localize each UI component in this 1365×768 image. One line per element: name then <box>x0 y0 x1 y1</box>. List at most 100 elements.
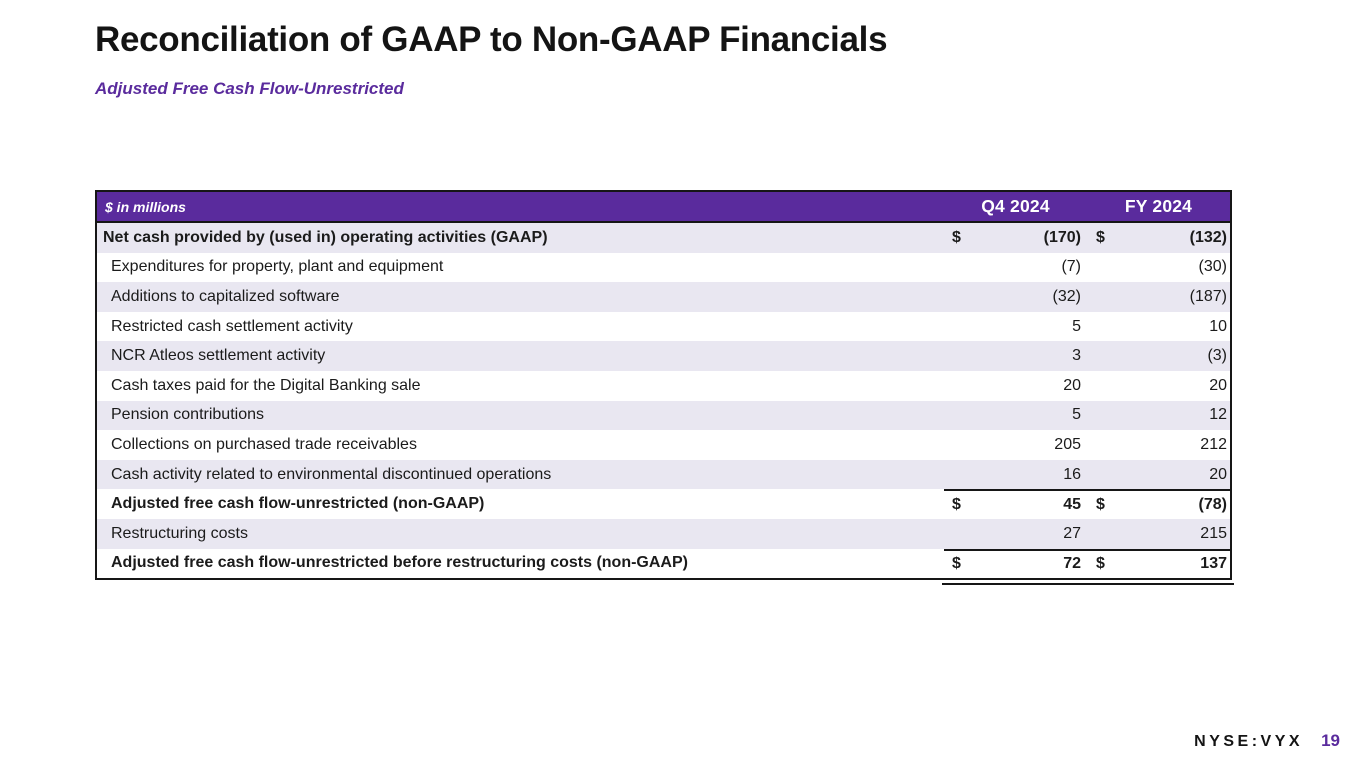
q4-value: (7) <box>1061 258 1081 276</box>
row-label: Adjusted free cash flow-unrestricted bef… <box>111 554 688 572</box>
table-row: NCR Atleos settlement activity 3 (3) <box>97 341 1230 371</box>
q4-cell: 27 <box>944 519 1086 549</box>
table-header-columns: Q4 2024 FY 2024 <box>944 196 1230 217</box>
table-row: Adjusted free cash flow-unrestricted (no… <box>97 489 1230 519</box>
row-values: 20 20 <box>944 371 1230 401</box>
q4-value: (170) <box>1043 228 1081 246</box>
fy-value: (78) <box>1198 496 1227 514</box>
q4-cell: 20 <box>944 371 1086 401</box>
fy-cell: (30) <box>1086 253 1230 283</box>
fy-cell: 212 <box>1086 430 1230 460</box>
column-header-fy-2024: FY 2024 <box>1124 196 1193 216</box>
unit-label: $ in millions <box>105 198 186 215</box>
q4-cell: 3 <box>944 341 1086 371</box>
table-row: Restructuring costs 27 215 <box>97 518 1230 549</box>
fy-cell: 215 <box>1086 519 1230 549</box>
fy-value: 212 <box>1200 435 1227 453</box>
fy-cell: 20 <box>1086 460 1230 490</box>
table-row: Collections on purchased trade receivabl… <box>97 430 1230 460</box>
row-values: 27 215 <box>944 519 1230 549</box>
q4-value: 5 <box>1072 317 1081 335</box>
row-label: Pension contributions <box>111 406 264 424</box>
fy-cell: $ (132) <box>1086 223 1230 253</box>
row-values: 5 10 <box>944 312 1230 342</box>
row-label: NCR Atleos settlement activity <box>111 347 326 365</box>
q4-cell: $ (170) <box>944 223 1086 253</box>
fy-currency-symbol: $ <box>1096 228 1105 246</box>
q4-cell: 205 <box>944 430 1086 460</box>
row-label: Net cash provided by (used in) operating… <box>103 228 548 246</box>
fy-value: 137 <box>1200 555 1227 573</box>
fy-currency-symbol: $ <box>1096 496 1105 514</box>
q4-value: 3 <box>1072 347 1081 365</box>
fy-value: 10 <box>1209 317 1227 335</box>
q4-cell: 5 <box>944 401 1086 431</box>
table-row: Pension contributions 5 12 <box>97 400 1230 431</box>
q4-cell: $ 72 <box>944 551 1086 579</box>
row-values: 16 20 <box>944 460 1230 490</box>
fy-cell: $ 137 <box>1086 551 1230 579</box>
page-title: Reconciliation of GAAP to Non-GAAP Finan… <box>95 20 888 59</box>
fy-cell: 12 <box>1086 401 1230 431</box>
row-label: Collections on purchased trade receivabl… <box>111 435 417 453</box>
row-label: Restricted cash settlement activity <box>111 317 353 335</box>
row-label: Adjusted free cash flow-unrestricted (no… <box>111 495 485 513</box>
gaap-reconciliation-table: $ in millions Q4 2024 FY 2024 Net cash p… <box>95 190 1234 586</box>
q4-value: 45 <box>1063 496 1081 514</box>
row-label: Additions to capitalized software <box>111 287 340 305</box>
q4-value: 205 <box>1054 435 1081 453</box>
slide-footer: NYSE:VYX 19 <box>1194 731 1340 751</box>
fy-value: (30) <box>1198 258 1227 276</box>
fy-value: (3) <box>1207 347 1227 365</box>
q4-currency-symbol: $ <box>952 228 961 246</box>
table-body: Net cash provided by (used in) operating… <box>97 223 1230 579</box>
fy-value: (187) <box>1189 287 1227 305</box>
fy-cell: (187) <box>1086 282 1230 312</box>
q4-cell: (7) <box>944 253 1086 283</box>
table-row: Adjusted free cash flow-unrestricted bef… <box>97 548 1230 579</box>
row-values: 205 212 <box>944 430 1230 460</box>
q4-value: 72 <box>1063 555 1081 573</box>
row-label: Cash activity related to environmental d… <box>111 465 552 483</box>
q4-value: (32) <box>1052 287 1081 305</box>
row-values: $ (170) $ (132) <box>944 223 1230 253</box>
row-values: (32) (187) <box>944 282 1230 312</box>
row-label: Expenditures for property, plant and equ… <box>111 258 444 276</box>
q4-value: 27 <box>1063 524 1081 542</box>
page-number: 19 <box>1321 731 1340 750</box>
fy-value: 20 <box>1209 465 1227 483</box>
page-subtitle: Adjusted Free Cash Flow-Unrestricted <box>95 79 404 98</box>
q4-cell: 5 <box>944 312 1086 342</box>
q4-cell: $ 45 <box>944 491 1086 519</box>
table-row: Additions to capitalized software (32) (… <box>97 282 1230 312</box>
row-values: (7) (30) <box>944 253 1230 283</box>
row-values: 3 (3) <box>944 341 1230 371</box>
table-row: Cash activity related to environmental d… <box>97 459 1230 490</box>
table-row: Net cash provided by (used in) operating… <box>97 223 1230 253</box>
row-values: $ 45 $ (78) <box>944 489 1230 519</box>
q4-value: 16 <box>1063 465 1081 483</box>
q4-currency-symbol: $ <box>952 555 961 573</box>
table-header-row: $ in millions Q4 2024 FY 2024 <box>97 192 1230 223</box>
row-values: $ 72 $ 137 <box>944 548 1230 579</box>
fy-value: 12 <box>1209 406 1227 424</box>
row-values: 5 12 <box>944 401 1230 431</box>
table-row: Cash taxes paid for the Digital Banking … <box>97 370 1230 401</box>
fy-value: 20 <box>1209 376 1227 394</box>
q4-cell: (32) <box>944 282 1086 312</box>
fy-cell: 10 <box>1086 312 1230 342</box>
q4-cell: 16 <box>944 460 1086 490</box>
column-header-q4-2024: Q4 2024 <box>981 196 1050 216</box>
row-label: Restructuring costs <box>111 524 248 542</box>
fy-cell: $ (78) <box>1086 491 1230 519</box>
fy-cell: 20 <box>1086 371 1230 401</box>
row-label: Cash taxes paid for the Digital Banking … <box>111 376 421 394</box>
double-underline-rule <box>942 582 1234 586</box>
ticker-label: NYSE:VYX <box>1194 733 1304 750</box>
q4-currency-symbol: $ <box>952 496 961 514</box>
fy-cell: (3) <box>1086 341 1230 371</box>
table-row: Expenditures for property, plant and equ… <box>97 252 1230 283</box>
q4-value: 5 <box>1072 406 1081 424</box>
table-row: Restricted cash settlement activity 5 10 <box>97 311 1230 342</box>
